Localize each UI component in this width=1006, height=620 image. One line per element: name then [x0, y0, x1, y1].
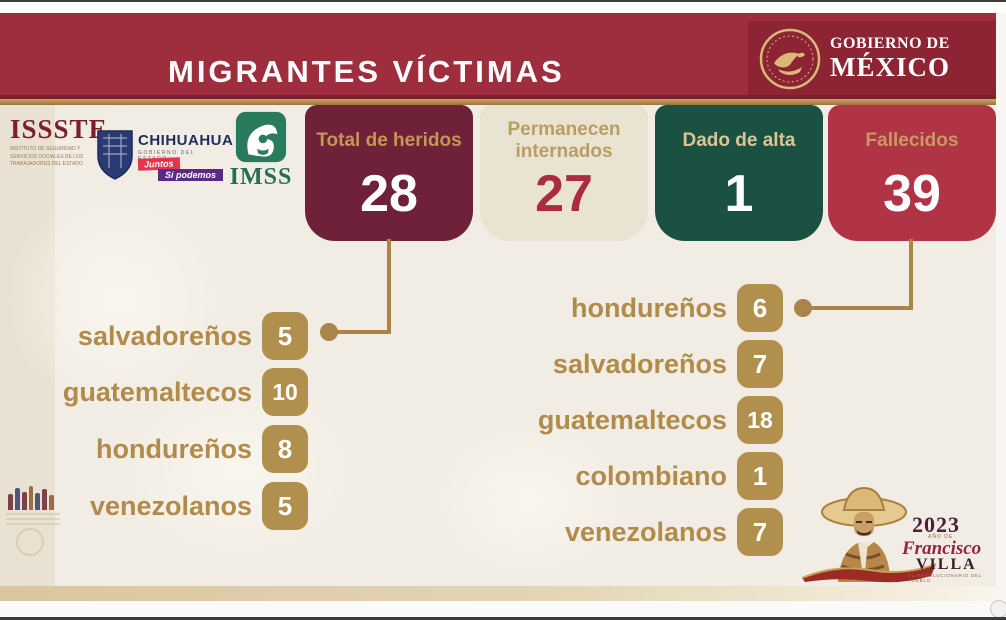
issste-subtext: INSTITUTO DE SEGURIDAD Y SERVICIOS SOCIA… — [10, 146, 84, 167]
gold-bar — [0, 99, 996, 105]
stat-card-value: 27 — [535, 165, 593, 223]
stat-card-internados: Permanecen internados 27 — [480, 105, 648, 241]
seal-watermark-icon — [16, 528, 44, 556]
chihuahua-shield-icon — [97, 130, 133, 180]
connector-dot-heridos — [320, 323, 338, 341]
mexico-eagle-seal-icon — [759, 28, 821, 90]
watermark-blob — [60, 330, 420, 610]
stat-card-value: 1 — [724, 165, 754, 223]
imss-wordmark: IMSS — [229, 164, 293, 190]
list-item: hondureños 6 — [430, 284, 783, 332]
issste-wordmark: ISSSTE — [10, 114, 108, 144]
gov-line1: GOBIERNO DE — [830, 35, 950, 52]
imss-eagle-icon — [235, 111, 287, 163]
count-badge: 1 — [737, 452, 783, 500]
nationality-label: colombiano — [575, 460, 727, 491]
list-item: salvadoreños 5 — [0, 312, 308, 360]
nationality-label: guatemaltecos — [537, 404, 727, 435]
nationality-label: salvadoreños — [77, 320, 252, 351]
count-badge: 18 — [737, 396, 783, 444]
list-item: guatemaltecos 18 — [430, 396, 783, 444]
top-white-strip — [0, 2, 1006, 13]
stat-card-label: Dado de alta — [682, 129, 796, 151]
chihuahua-wordmark: CHIHUAHUA — [138, 132, 234, 149]
bottom-gold-bar — [0, 586, 996, 601]
connector-dot-fallecidos — [794, 299, 812, 317]
nationality-label: venezolanos — [564, 516, 727, 547]
count-badge: 5 — [262, 482, 308, 530]
villa-name-villa: VILLA — [916, 556, 977, 573]
video-bottom-edge — [0, 617, 1006, 620]
list-item: salvadoreños 7 — [430, 340, 783, 388]
nationality-label: hondureños — [96, 433, 252, 464]
people-watermark — [8, 482, 55, 510]
count-badge: 8 — [262, 425, 308, 473]
gov-line2: MÉXICO — [830, 51, 950, 82]
villa-name-francisco: Francisco — [902, 538, 982, 559]
count-badge: 7 — [737, 340, 783, 388]
watermark-blob — [380, 380, 680, 620]
villa-year: 2023 — [912, 512, 960, 537]
video-top-edge — [0, 0, 1006, 2]
imss-logo: IMSS — [226, 110, 296, 189]
villa-ribbon-icon — [801, 563, 937, 583]
stat-card-total-heridos: Total de heridos 28 — [305, 105, 473, 241]
count-badge: 7 — [737, 508, 783, 556]
list-item: venezolanos 5 — [0, 482, 308, 530]
faint-caption — [6, 513, 60, 525]
nationality-label: salvadoreños — [552, 348, 727, 379]
chihuahua-logo: CHIHUAHUA GOBIERNO DEL ESTADO Juntos Sí … — [96, 124, 233, 190]
stat-card-fallecidos: Fallecidos 39 — [828, 105, 996, 241]
stat-card-label: Fallecidos — [865, 129, 959, 151]
connector-line-heridos — [330, 330, 390, 334]
stat-card-value: 39 — [883, 165, 941, 223]
connector-line-fallecidos — [909, 239, 913, 310]
nationality-label: guatemaltecos — [62, 376, 252, 407]
stat-card-dado-de-alta: Dado de alta 1 — [655, 105, 823, 241]
villa-tagline: EL REVOLUCIONARIO DEL PUEBLO — [908, 573, 982, 583]
stat-card-label: Total de heridos — [316, 129, 462, 151]
list-item: hondureños 8 — [0, 425, 308, 473]
si-podemos-badge: Sí podemos — [158, 169, 224, 181]
connector-line-heridos — [387, 239, 391, 334]
header-divider — [0, 95, 996, 99]
right-margin — [996, 13, 1006, 617]
corner-watermark-icon — [990, 600, 1006, 618]
stat-card-label: Permanecen internados — [507, 118, 621, 162]
count-badge: 6 — [737, 284, 783, 332]
list-item: guatemaltecos 10 — [0, 368, 308, 416]
count-badge: 5 — [262, 312, 308, 360]
nationality-label: venezolanos — [89, 490, 252, 521]
page-title: MIGRANTES VÍCTIMAS — [168, 54, 565, 89]
list-item: colombiano 1 — [430, 452, 783, 500]
bottom-white-strip — [0, 601, 996, 617]
stat-card-value: 28 — [360, 165, 418, 223]
gobierno-mexico-wordmark: GOBIERNO DE MÉXICO — [830, 35, 950, 82]
list-item: venezolanos 7 — [430, 508, 783, 556]
nationality-label: hondureños — [571, 292, 727, 323]
count-badge: 10 — [262, 368, 308, 416]
connector-line-fallecidos — [805, 306, 913, 310]
issste-logo: ISSSTE INSTITUTO DE SEGURIDAD Y SERVICIO… — [10, 114, 108, 169]
villa-small-text: AÑO DE — [928, 534, 954, 540]
